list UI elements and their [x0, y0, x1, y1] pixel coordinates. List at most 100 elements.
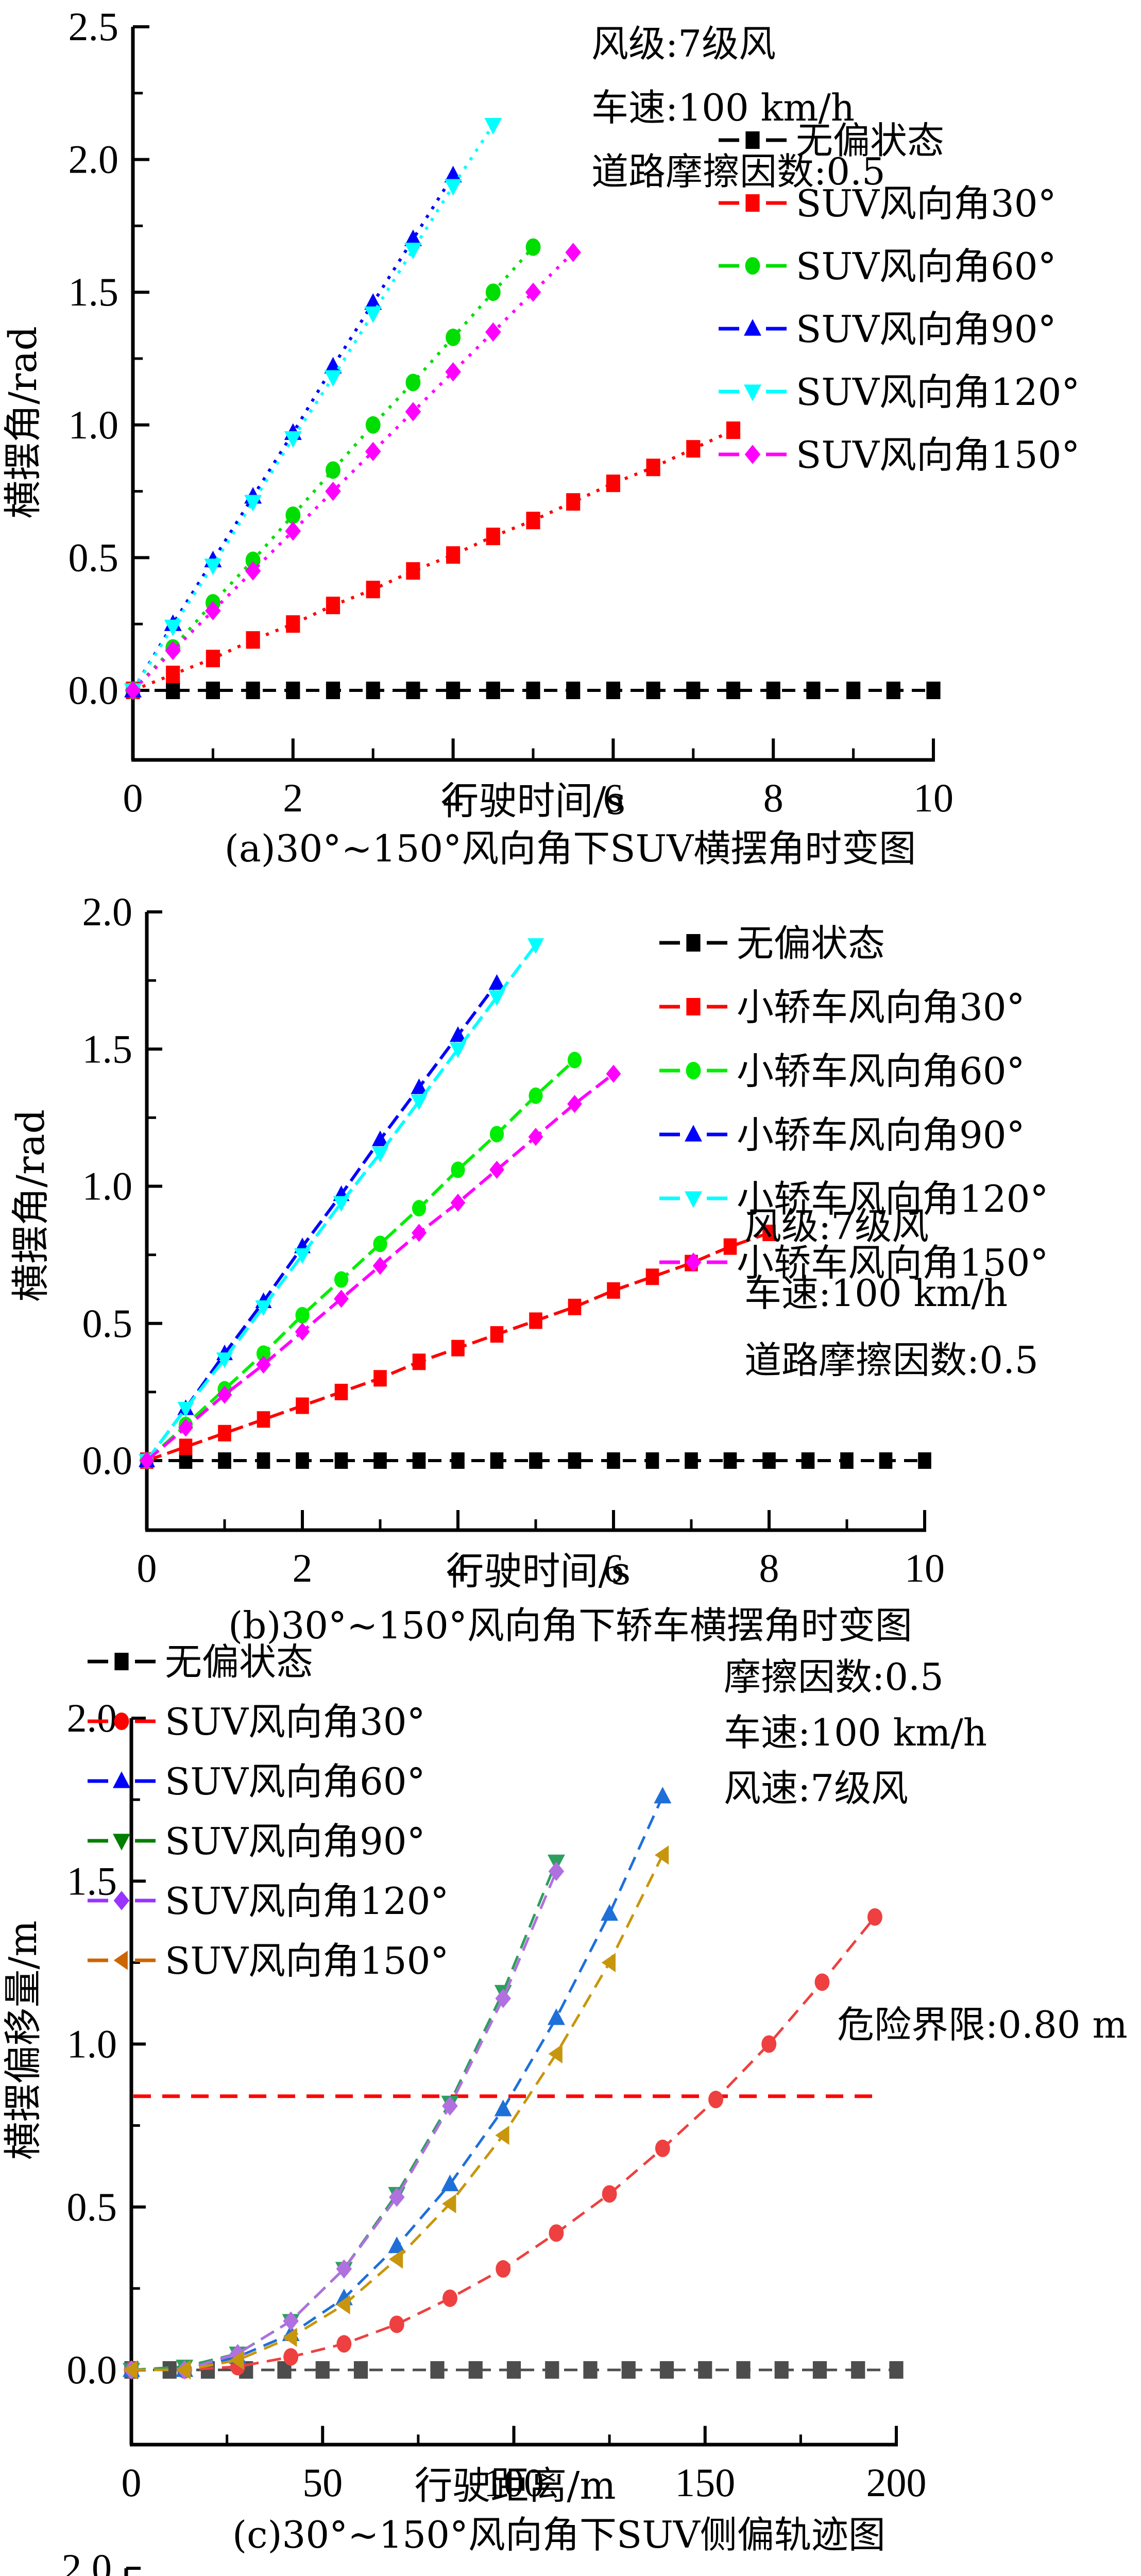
data-point — [326, 461, 340, 479]
data-point — [388, 2236, 406, 2253]
data-point — [566, 682, 581, 699]
x-tick-label: 4 — [448, 1546, 468, 1590]
series-line — [131, 174, 455, 691]
data-point — [567, 1095, 582, 1113]
data-point — [334, 1290, 349, 1308]
data-point — [286, 615, 300, 633]
series-3 — [139, 974, 505, 1467]
data-point — [366, 581, 380, 599]
data-point — [489, 1160, 504, 1179]
data-point — [568, 1452, 582, 1469]
square-marker-icon — [745, 131, 760, 149]
data-point — [139, 1451, 155, 1470]
data-point — [364, 306, 382, 324]
data-point — [526, 682, 540, 699]
series-line — [145, 982, 498, 1462]
data-point — [545, 2361, 559, 2379]
series-0 — [124, 2361, 904, 2379]
data-point — [655, 2139, 670, 2157]
legend-item: SUV风向角150° — [719, 433, 1080, 477]
x-tick-label: 200 — [866, 2460, 927, 2505]
legend-item: SUV风向角60° — [719, 245, 1057, 288]
data-point — [495, 1989, 512, 2008]
legend-item: SUV风向角120° — [719, 370, 1080, 414]
data-point — [698, 2361, 712, 2379]
data-point — [444, 179, 462, 196]
series-line — [131, 1854, 664, 2371]
data-point — [486, 682, 500, 699]
data-point — [255, 1300, 272, 1316]
x-tick-label: 0 — [122, 2460, 142, 2505]
data-point — [645, 1268, 659, 1285]
data-point — [336, 2335, 352, 2353]
y-tick-label: 1.0 — [69, 402, 119, 447]
data-point — [495, 2125, 509, 2145]
panel-c-suv-trajectory: 0.00.51.01.52.00 50 100 150 200 危险界限:0.80 m … — [1, 1640, 1128, 2556]
data-point — [468, 2361, 483, 2379]
annotation-line: 道路摩擦因数:0.5 — [591, 150, 885, 193]
square-marker-icon — [745, 194, 760, 212]
legend-label: SUV风向角150° — [796, 433, 1080, 477]
legend: 无偏状态 SUV风向角30° SUV风向角60° SUV风向角90° SUV风向角120… — [88, 1640, 449, 1982]
data-point — [218, 1452, 231, 1469]
data-point — [485, 283, 501, 301]
square-marker-icon — [686, 934, 701, 952]
x-tick-label: 6 — [603, 775, 623, 820]
data-point — [655, 1845, 669, 1865]
series-line — [145, 1059, 576, 1462]
data-point — [488, 974, 505, 990]
data-point — [528, 1128, 543, 1146]
x-tick-label: 2 — [293, 1546, 313, 1590]
data-point — [412, 1353, 426, 1370]
legend-label: SUV风向角60° — [165, 1760, 425, 1803]
data-point — [166, 682, 180, 699]
data-point — [814, 1973, 830, 1991]
data-point — [645, 1452, 659, 1469]
data-point — [621, 2361, 636, 2379]
triangle-down-marker-icon — [113, 1834, 130, 1851]
y-tick-label: 0.5 — [82, 1301, 133, 1346]
data-point — [373, 1235, 387, 1252]
series-layer — [139, 938, 931, 1470]
x-tick-label: 2 — [283, 775, 303, 820]
data-point — [708, 2091, 723, 2109]
data-point — [548, 2044, 563, 2064]
data-point — [496, 2260, 511, 2278]
data-point — [325, 481, 341, 501]
square-marker-icon — [686, 998, 701, 1015]
data-point — [336, 2295, 350, 2315]
data-point — [685, 1452, 698, 1469]
data-point — [164, 619, 182, 637]
data-point — [444, 165, 462, 183]
data-point — [568, 1298, 582, 1315]
data-point — [283, 2311, 299, 2331]
annotation-line: 道路摩擦因数:0.5 — [744, 1338, 1038, 1382]
legend-label: 无偏状态 — [737, 922, 885, 965]
legend-label: SUV风向角30° — [796, 182, 1057, 225]
data-point — [529, 1312, 542, 1329]
annotation-line: 车速:100 km/h — [744, 1272, 1008, 1315]
data-point — [762, 1452, 776, 1469]
data-point — [601, 1953, 616, 1973]
danger-threshold: 危险界限:0.80 m — [133, 2003, 1128, 2098]
y-axis-title: 横摆偏移量/m — [1, 1920, 45, 2160]
data-point — [179, 1438, 193, 1455]
data-point — [406, 682, 420, 699]
series-0 — [126, 682, 941, 699]
triangle-left-marker-icon — [113, 1951, 128, 1970]
series-5 — [125, 243, 581, 700]
legend-item: SUV风向角150° — [88, 1939, 449, 1982]
figure-caption: (a)30°~150°风向角下SUV横摆角时变图 — [225, 827, 916, 870]
annotation-line: 车速:100 km/h — [724, 1711, 987, 1754]
data-point — [411, 1094, 428, 1111]
y-tick-label: 0.5 — [69, 535, 119, 580]
series-1 — [126, 421, 741, 699]
data-point — [490, 1326, 504, 1343]
data-point — [918, 1452, 931, 1469]
diamond-marker-icon — [744, 445, 761, 464]
